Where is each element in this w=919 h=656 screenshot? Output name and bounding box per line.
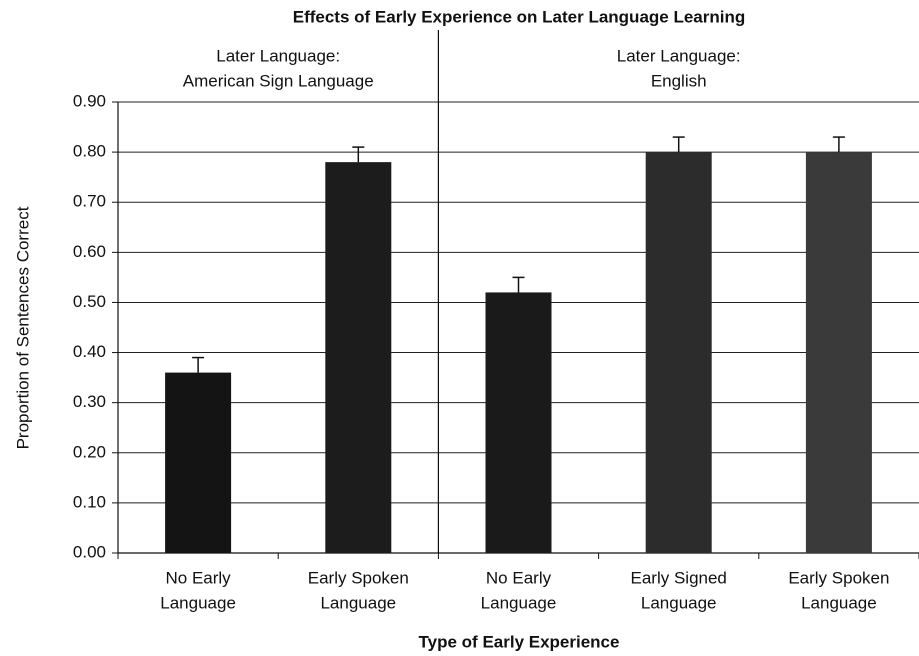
chart-title: Effects of Early Experience on Later Lan…	[293, 7, 746, 26]
x-tick-label: Language	[320, 593, 396, 612]
y-tick-label: 0.40	[73, 342, 106, 361]
x-tick-label: Language	[641, 593, 717, 612]
bar	[805, 152, 872, 553]
group-label: Later Language:	[216, 46, 340, 65]
y-tick-label: 0.30	[73, 392, 106, 411]
bar	[485, 292, 552, 553]
y-tick-label: 0.80	[73, 142, 106, 161]
x-tick-label: Language	[481, 593, 557, 612]
x-tick-label: No Early	[166, 568, 232, 587]
x-tick-label: Early Spoken	[788, 568, 889, 587]
group-label: Later Language:	[617, 46, 741, 65]
y-tick-label: 0.90	[73, 91, 106, 110]
bar	[645, 152, 712, 553]
x-tick-label: Language	[160, 593, 236, 612]
x-tick-label: No Early	[486, 568, 552, 587]
y-tick-label: 0.00	[73, 542, 106, 561]
y-tick-label: 0.60	[73, 242, 106, 261]
y-axis-label: Proportion of Sentences Correct	[13, 206, 32, 449]
y-tick-label: 0.50	[73, 292, 106, 311]
x-axis-label: Type of Early Experience	[419, 632, 620, 651]
group-label: English	[651, 71, 707, 90]
x-tick-label: Early Spoken	[308, 568, 409, 587]
x-tick-label: Early Signed	[631, 568, 727, 587]
group-label: American Sign Language	[183, 71, 374, 90]
y-tick-label: 0.10	[73, 492, 106, 511]
bar	[325, 162, 392, 553]
x-tick-label: Language	[801, 593, 877, 612]
bar	[165, 372, 232, 553]
y-tick-label: 0.20	[73, 442, 106, 461]
y-tick-label: 0.70	[73, 192, 106, 211]
